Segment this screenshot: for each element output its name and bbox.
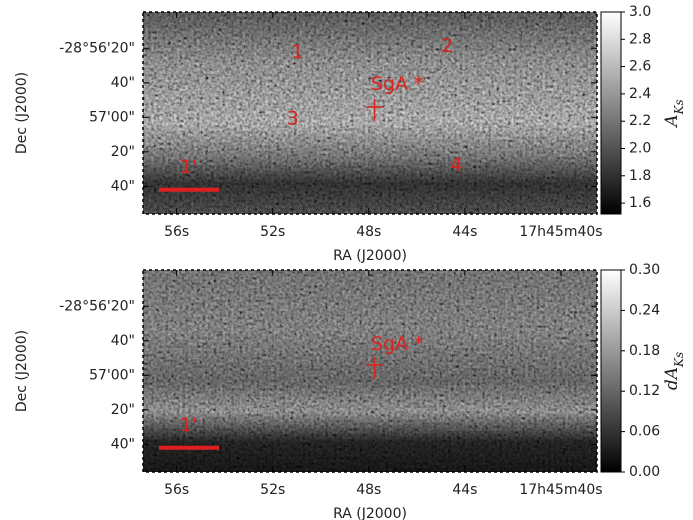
colorbar-tick-label: 0.24 (629, 302, 660, 318)
colorbar-label-sub: Ks (672, 99, 686, 115)
y-tick-label: 57'00" (89, 109, 135, 125)
map-image (143, 270, 597, 472)
colorbar-label-sub: Ks (672, 352, 686, 368)
annotation: 3 (287, 108, 299, 130)
colorbar-tick-label: 0.00 (629, 464, 660, 480)
colorbar (600, 11, 622, 215)
x-tick-label: 52s (260, 224, 285, 240)
colorbar-label: AKs (662, 99, 686, 128)
y-tick-label: -28°56'20" (59, 40, 135, 56)
colorbar-label: dAKs (662, 352, 686, 390)
map-frame (142, 11, 598, 215)
y-tick-label: 40" (111, 436, 135, 452)
colorbar-tick-label: 1.6 (629, 195, 651, 211)
annotation: 1 (291, 41, 303, 63)
map-image (143, 12, 597, 214)
annotation: SgA * (371, 73, 424, 95)
x-tick-label: 17h45m40s (519, 482, 602, 498)
x-axis-label: RA (J2000) (333, 506, 407, 520)
colorbar-tick-label: 0.30 (629, 262, 660, 278)
annotation: 1' (180, 414, 197, 436)
x-tick-label: 17h45m40s (519, 224, 602, 240)
annotation: SgA * (371, 333, 424, 355)
annotation: 4 (450, 154, 462, 176)
x-tick-label: 56s (164, 482, 189, 498)
y-tick-label: 40" (111, 333, 135, 349)
colorbar-tick-label: 2.0 (629, 140, 651, 156)
x-tick-label: 52s (260, 482, 285, 498)
colorbar-tick-label: 0.06 (629, 424, 660, 440)
y-axis-label: Dec (J2000) (14, 330, 30, 412)
y-tick-label: 40" (111, 178, 135, 194)
colorbar-tick-label: 0.18 (629, 343, 660, 359)
x-tick-label: 56s (164, 224, 189, 240)
colorbar-tick-label: 3.0 (629, 4, 651, 20)
x-tick-label: 48s (356, 482, 381, 498)
colorbar-tick-label: 2.4 (629, 86, 651, 102)
colorbar-tick-label: 0.12 (629, 383, 660, 399)
colorbar-label-main: dA (662, 367, 682, 390)
map-frame (142, 269, 598, 473)
colorbar-tick-label: 1.8 (629, 168, 651, 184)
y-tick-label: 57'00" (89, 367, 135, 383)
x-tick-label: 48s (356, 224, 381, 240)
x-tick-label: 44s (452, 224, 477, 240)
colorbar-tick-label: 2.8 (629, 31, 651, 47)
annotation: 1' (180, 156, 197, 178)
y-tick-label: 20" (111, 402, 135, 418)
y-tick-label: 40" (111, 75, 135, 91)
y-axis-label: Dec (J2000) (14, 72, 30, 154)
colorbar-label-main: A (662, 114, 682, 128)
colorbar-tick-label: 2.6 (629, 59, 651, 75)
colorbar-tick-label: 2.2 (629, 113, 651, 129)
x-axis-label: RA (J2000) (333, 248, 407, 264)
annotation: 2 (441, 35, 453, 57)
y-tick-label: 20" (111, 144, 135, 160)
colorbar (600, 269, 622, 473)
x-tick-label: 44s (452, 482, 477, 498)
y-tick-label: -28°56'20" (59, 298, 135, 314)
